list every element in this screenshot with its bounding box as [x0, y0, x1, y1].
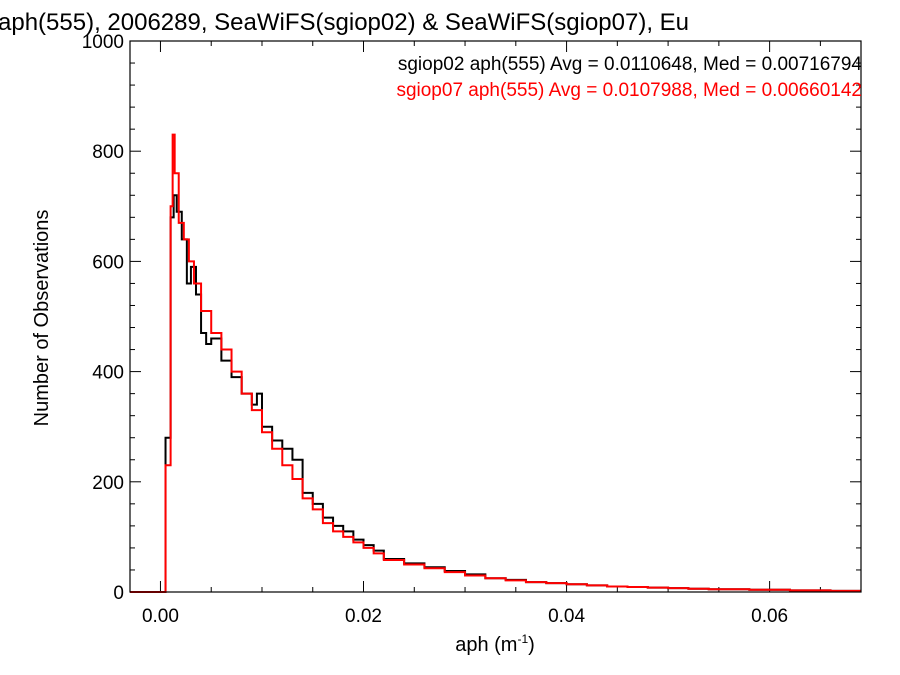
- legend-series-1: sgiop02 aph(555) Avg = 0.0110648, Med = …: [398, 54, 863, 75]
- y-tick-label: 400: [92, 363, 124, 384]
- y-axis-title: Number of Observations: [31, 210, 53, 427]
- legend: sgiop02 aph(555) Avg = 0.0110648, Med = …: [396, 54, 862, 101]
- y-tick-label: 1000: [82, 32, 124, 53]
- axes: [130, 40, 861, 593]
- y-tick-label: 200: [92, 473, 124, 494]
- legend-series-2: sgiop07 aph(555) Avg = 0.0107988, Med = …: [396, 80, 862, 101]
- chart-title: aph(555), 2006289, SeaWiFS(sgiop02) & Se…: [0, 9, 689, 36]
- y-tick-label: 600: [92, 252, 124, 273]
- histogram-series-2: [130, 133, 861, 593]
- x-tick-label: 0.00: [142, 606, 179, 627]
- plot-frame: [129, 40, 862, 593]
- x-tick-label: 0.04: [548, 606, 585, 627]
- x-axis-title-main: aph (m: [455, 634, 517, 656]
- y-tick-label: 0: [113, 583, 124, 604]
- histogram-series-1: [130, 194, 861, 593]
- y-tick-labels: 0 200 400 600 800 1000: [82, 32, 124, 604]
- x-tick-label: 0.02: [345, 606, 382, 627]
- series-layer: [130, 133, 861, 593]
- y-tick-label: 800: [92, 142, 124, 163]
- x-axis-title: aph (m-1): [455, 632, 535, 656]
- x-axis-title-close: ): [528, 634, 535, 656]
- x-tick-labels: 0.00 0.02 0.04 0.06: [142, 606, 788, 627]
- x-axis-title-sup: -1: [517, 632, 528, 646]
- x-tick-label: 0.06: [751, 606, 788, 627]
